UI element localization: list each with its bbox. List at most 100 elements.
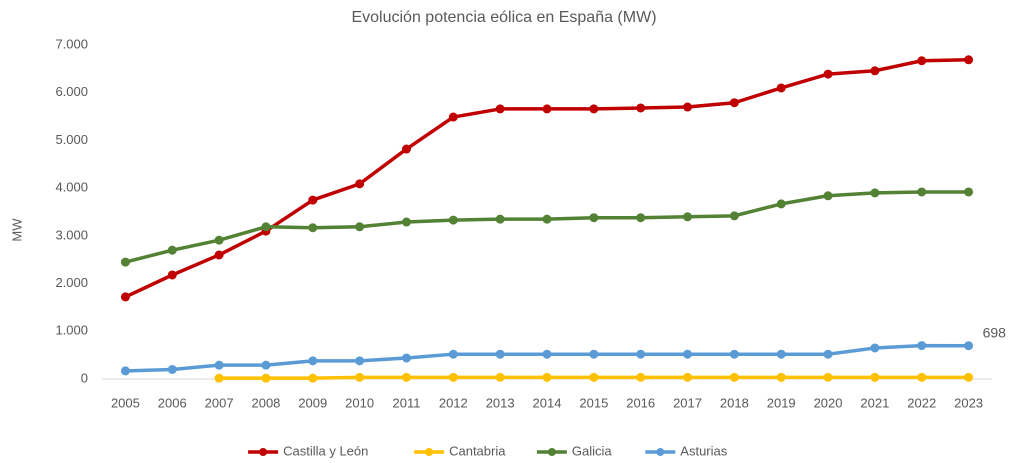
point <box>589 104 599 114</box>
point <box>776 83 786 93</box>
point <box>964 187 974 197</box>
x-tick-label: 2014 <box>533 395 562 410</box>
x-tick-label: 2007 <box>205 395 234 410</box>
legend-label: Galicia <box>572 443 613 458</box>
point <box>964 341 974 351</box>
point <box>167 270 177 280</box>
y-tick-label: 6.000 <box>55 84 88 99</box>
point <box>120 292 130 302</box>
point <box>870 66 880 76</box>
point <box>542 349 552 359</box>
point <box>355 222 365 232</box>
point <box>120 257 130 267</box>
point <box>214 235 224 245</box>
y-tick-label: 4.000 <box>55 180 88 195</box>
x-tick-label: 2011 <box>392 395 420 410</box>
point <box>589 372 599 382</box>
point <box>917 56 927 66</box>
point <box>495 349 505 359</box>
x-tick-label: 2005 <box>111 395 140 410</box>
point <box>823 69 833 79</box>
x-tick-label: 2006 <box>158 395 187 410</box>
x-tick-label: 2012 <box>439 395 468 410</box>
x-tick-label: 2019 <box>767 395 796 410</box>
point <box>308 373 318 383</box>
point <box>729 98 739 108</box>
point <box>542 214 552 224</box>
point <box>917 372 927 382</box>
point <box>870 188 880 198</box>
point <box>401 372 411 382</box>
x-tick-label: 2010 <box>345 395 374 410</box>
legend-label: Castilla y León <box>283 443 368 458</box>
x-tick-label: 2008 <box>251 395 280 410</box>
point <box>729 349 739 359</box>
point <box>636 349 646 359</box>
point <box>917 187 927 197</box>
x-tick-label: 2018 <box>720 395 749 410</box>
point <box>542 372 552 382</box>
series-line <box>124 58 969 299</box>
point <box>261 222 271 232</box>
point <box>870 372 880 382</box>
point <box>214 360 224 370</box>
x-tick-label: 2021 <box>860 395 889 410</box>
legend-marker <box>547 448 556 456</box>
x-tick-label: 2016 <box>626 395 655 410</box>
chart-title: Evolución potencia eólica en España (MW) <box>351 9 656 26</box>
point <box>729 372 739 382</box>
point <box>448 215 458 225</box>
point <box>776 372 786 382</box>
point <box>308 195 318 205</box>
point <box>448 349 458 359</box>
point <box>823 349 833 359</box>
x-tick-label: 2022 <box>907 395 936 410</box>
point <box>729 211 739 221</box>
point <box>823 191 833 201</box>
data-label: 698 <box>983 324 1007 340</box>
point <box>214 250 224 260</box>
point <box>261 373 271 383</box>
point <box>167 245 177 255</box>
x-tick-label: 2015 <box>579 395 608 410</box>
point <box>355 372 365 382</box>
point <box>495 104 505 114</box>
point <box>214 373 224 383</box>
point <box>636 103 646 113</box>
point <box>636 372 646 382</box>
legend-label: Cantabria <box>449 443 506 458</box>
point <box>683 212 693 222</box>
x-tick-label: 2023 <box>954 395 983 410</box>
point <box>355 179 365 189</box>
y-axis-label: MW <box>9 218 24 242</box>
legend-marker <box>425 448 434 456</box>
point <box>917 341 927 351</box>
point <box>683 349 693 359</box>
point <box>776 349 786 359</box>
point <box>308 223 318 233</box>
legend-marker <box>656 448 665 456</box>
x-tick-label: 2020 <box>814 395 843 410</box>
point <box>448 372 458 382</box>
point <box>683 372 693 382</box>
point <box>542 104 552 114</box>
point <box>683 102 693 112</box>
x-tick-label: 2013 <box>486 395 515 410</box>
point <box>776 199 786 209</box>
point <box>355 356 365 366</box>
point <box>589 349 599 359</box>
x-tick-label: 2017 <box>673 395 702 410</box>
point <box>167 364 177 374</box>
point <box>823 372 833 382</box>
point <box>308 356 318 366</box>
y-tick-label: 2.000 <box>55 275 88 290</box>
point <box>495 214 505 224</box>
point <box>120 366 130 376</box>
x-tick-label: 2009 <box>298 395 327 410</box>
y-tick-label: 7.000 <box>55 36 88 51</box>
y-tick-label: 1.000 <box>55 323 88 338</box>
point <box>401 353 411 363</box>
point <box>964 372 974 382</box>
point <box>261 360 271 370</box>
